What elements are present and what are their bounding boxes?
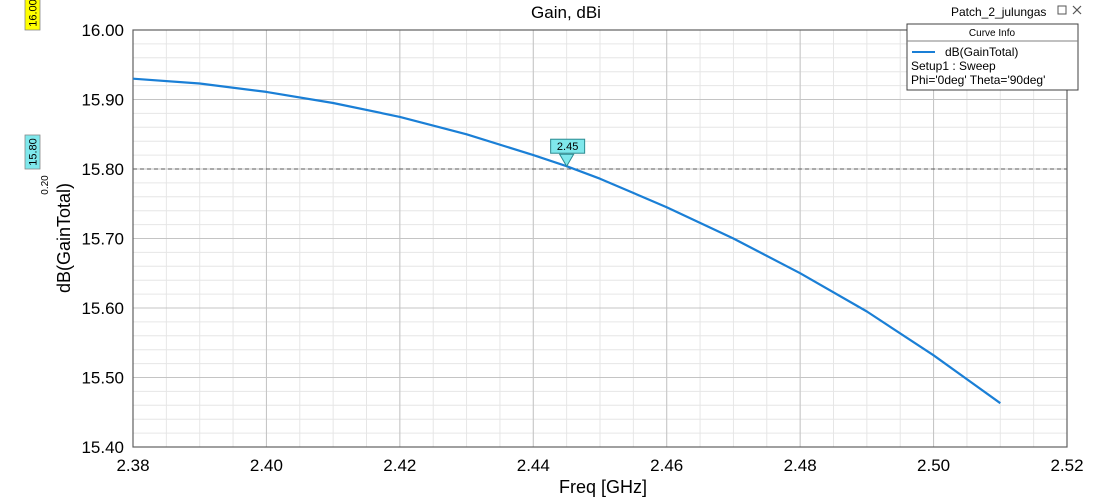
chart-title: Gain, dBi bbox=[531, 3, 601, 22]
x-axis-label: Freq [GHz] bbox=[559, 477, 647, 497]
project-title: Patch_2_julungas bbox=[951, 5, 1046, 19]
y-tick-label: 15.60 bbox=[81, 299, 124, 318]
legend-entry: dB(GainTotal) bbox=[945, 45, 1018, 59]
x-tick-label: 2.44 bbox=[517, 456, 550, 475]
y-tick-label: 15.50 bbox=[81, 369, 124, 388]
close-icon[interactable] bbox=[1072, 5, 1082, 15]
y-marker-label: 15.80 bbox=[28, 138, 40, 166]
marker-tag bbox=[550, 138, 586, 154]
y-marker-box bbox=[24, 0, 41, 31]
y-axis-ticks: 16.00 15.90 15.80 15.70 15.60 15.50 15.40 bbox=[81, 21, 124, 457]
marker-2-45[interactable]: 2.45 bbox=[550, 138, 586, 168]
y-tick-label: 15.90 bbox=[81, 91, 124, 110]
y-tick-label: 15.70 bbox=[81, 230, 124, 249]
y-marker-box bbox=[24, 134, 41, 170]
x-tick-label: 2.50 bbox=[917, 456, 950, 475]
marker-pointer bbox=[558, 153, 575, 168]
x-tick-label: 2.48 bbox=[784, 456, 817, 475]
legend[interactable]: Curve Info dB(GainTotal) Setup1 : Sweep … bbox=[906, 23, 1079, 91]
x-axis-ticks: 2.38 2.40 2.42 2.44 2.46 2.48 2.50 2.52 bbox=[116, 456, 1083, 475]
y-tick-label: 15.40 bbox=[81, 438, 124, 457]
x-tick-label: 2.42 bbox=[383, 456, 416, 475]
y-marker-delta: 0.20 bbox=[40, 175, 51, 195]
y-markers: 16.00 15.800.20 bbox=[24, 0, 51, 195]
legend-title: Curve Info bbox=[969, 28, 1016, 39]
y-marker-label: 16.00 bbox=[28, 0, 40, 27]
legend-detail-setup: Setup1 : Sweep bbox=[911, 59, 996, 73]
marker-label: 2.45 bbox=[557, 141, 578, 153]
y-axis-label: dB(GainTotal) bbox=[54, 183, 74, 293]
restore-icon[interactable] bbox=[1057, 5, 1067, 15]
x-tick-label: 2.40 bbox=[250, 456, 283, 475]
legend-box bbox=[906, 23, 1079, 91]
y-tick-label: 15.80 bbox=[81, 160, 124, 179]
x-tick-label: 2.52 bbox=[1050, 456, 1083, 475]
x-tick-label: 2.38 bbox=[116, 456, 149, 475]
x-tick-label: 2.46 bbox=[650, 456, 683, 475]
y-tick-label: 16.00 bbox=[81, 21, 124, 40]
legend-detail-angles: Phi='0deg' Theta='90deg' bbox=[911, 73, 1045, 87]
plot-border bbox=[132, 29, 1068, 448]
